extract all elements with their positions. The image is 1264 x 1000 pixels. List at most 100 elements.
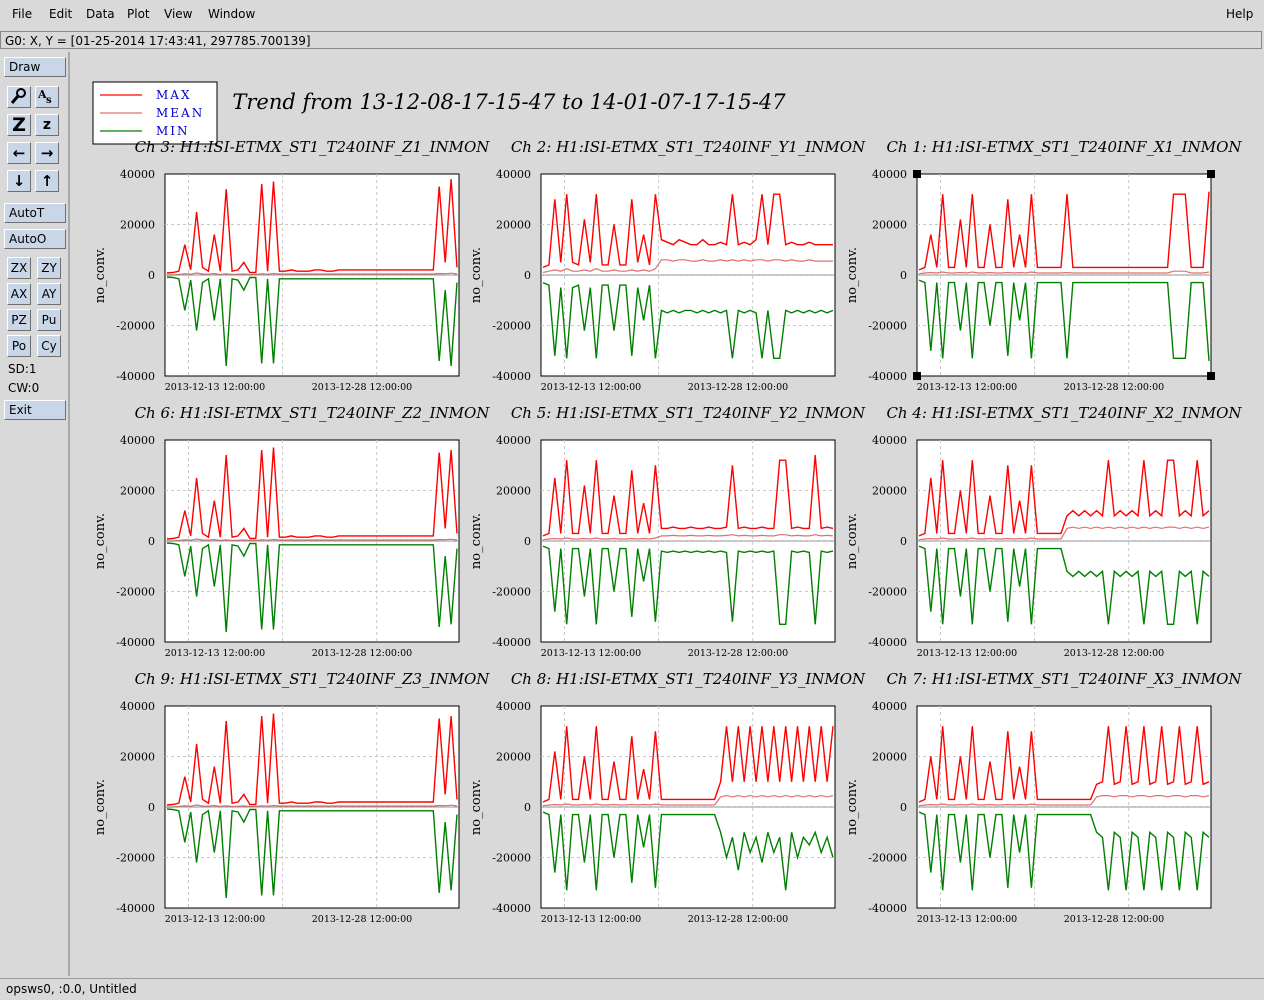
y-tick-label: -40000 xyxy=(492,370,531,383)
cursor-readout: G0: X, Y = [01-25-2014 17:43:41, 297785.… xyxy=(0,31,1262,49)
panel-title: Ch 8: H1:ISI-ETMX_ST1_T240INF_Y3_INMON xyxy=(511,670,866,688)
y-tick-label: 0 xyxy=(524,801,531,814)
legend-label-min: MIN xyxy=(156,124,190,138)
menu-help[interactable]: Help xyxy=(1226,7,1254,21)
series-min xyxy=(542,281,834,359)
arrow-right-icon: → xyxy=(40,144,54,162)
menu-edit[interactable]: Edit xyxy=(49,7,73,21)
pz-button[interactable]: PZ xyxy=(7,309,31,331)
svg-text:A: A xyxy=(37,88,47,101)
y-tick-label: 20000 xyxy=(872,485,907,498)
y-axis-label: no_conv. xyxy=(469,247,484,303)
y-tick-label: -20000 xyxy=(492,852,531,865)
legend-label-max: MAX xyxy=(156,88,192,102)
plot-area: Trend from 13-12-08-17-15-47 to 14-01-07… xyxy=(72,52,1260,976)
selection-handle xyxy=(1207,372,1215,380)
draw-button[interactable]: Draw xyxy=(4,57,66,77)
panel-2: Ch 6: H1:ISI-ETMX_ST1_T240INF_Z2_INMON 40… xyxy=(93,404,490,659)
panel-1: Ch 3: H1:ISI-ETMX_ST1_T240INF_Z1_INMON 40… xyxy=(93,138,490,393)
y-tick-label: -20000 xyxy=(492,586,531,599)
y-tick-label: 0 xyxy=(148,535,155,548)
series-max xyxy=(542,455,834,537)
y-tick-label: -40000 xyxy=(492,902,531,915)
selection-handle xyxy=(913,170,921,178)
y-axis-label: no_conv. xyxy=(93,247,108,303)
panel-title: Ch 7: H1:ISI-ETMX_ST1_T240INF_X3_INMON xyxy=(886,670,1242,688)
menu-file[interactable]: File xyxy=(12,7,33,21)
y-tick-label: 20000 xyxy=(120,219,155,232)
menu-data[interactable]: Data xyxy=(86,7,115,21)
panel-5: Ch 5: H1:ISI-ETMX_ST1_T240INF_Y2_INMON 40… xyxy=(469,404,866,659)
y-tick-label: 0 xyxy=(148,269,155,282)
y-tick-label: 0 xyxy=(900,801,907,814)
y-tick-label: 40000 xyxy=(496,168,531,181)
pan-up-button[interactable]: ↑ xyxy=(35,170,59,192)
x-tick-label: 2013-12-28 12:00:00 xyxy=(688,914,788,925)
panel-4: Ch 2: H1:ISI-ETMX_ST1_T240INF_Y1_INMON 40… xyxy=(469,138,866,393)
arrow-up-icon: ↑ xyxy=(40,172,54,190)
zy-button[interactable]: ZY xyxy=(37,257,61,279)
menu-plot[interactable]: Plot xyxy=(127,7,150,21)
panel-title: Ch 1: H1:ISI-ETMX_ST1_T240INF_X1_INMON xyxy=(886,138,1242,156)
series-mean xyxy=(542,534,834,541)
series-min xyxy=(166,542,458,632)
y-tick-label: -20000 xyxy=(116,320,155,333)
y-tick-label: -20000 xyxy=(868,320,907,333)
zx-button[interactable]: ZX xyxy=(7,257,31,279)
y-tick-label: 20000 xyxy=(120,751,155,764)
magnifier-icon xyxy=(10,88,26,104)
series-mean xyxy=(167,804,458,808)
series-max xyxy=(166,713,458,806)
x-tick-label: 2013-12-28 12:00:00 xyxy=(688,382,788,393)
ax-button[interactable]: AX xyxy=(7,283,31,305)
panel-6: Ch 8: H1:ISI-ETMX_ST1_T240INF_Y3_INMON 40… xyxy=(469,670,866,925)
y-tick-label: 20000 xyxy=(120,485,155,498)
y-tick-label: 20000 xyxy=(496,751,531,764)
pan-down-button[interactable]: ↓ xyxy=(7,170,31,192)
panel-title: Ch 5: H1:ISI-ETMX_ST1_T240INF_Y2_INMON xyxy=(511,404,866,422)
y-tick-label: 40000 xyxy=(872,434,907,447)
series-mean xyxy=(918,526,1210,541)
series-max xyxy=(542,726,834,803)
y-tick-label: 40000 xyxy=(496,700,531,713)
y-tick-label: 40000 xyxy=(872,168,907,181)
ay-button[interactable]: AY xyxy=(37,283,61,305)
arrow-left-icon: ← xyxy=(12,144,26,162)
zoom-out-button[interactable]: z xyxy=(35,114,59,136)
series-max xyxy=(918,726,1210,803)
autoo-button[interactable]: AutoO xyxy=(4,229,66,249)
menu-view[interactable]: View xyxy=(164,7,193,21)
pan-left-button[interactable]: ← xyxy=(7,142,31,164)
menu-window[interactable]: Window xyxy=(208,7,256,21)
y-tick-label: 40000 xyxy=(120,168,155,181)
x-tick-label: 2013-12-13 12:00:00 xyxy=(165,648,265,659)
series-min xyxy=(918,545,1210,625)
x-tick-label: 2013-12-28 12:00:00 xyxy=(312,382,412,393)
svg-text:s: s xyxy=(46,95,52,105)
x-tick-label: 2013-12-13 12:00:00 xyxy=(917,382,1017,393)
y-tick-label: 20000 xyxy=(496,219,531,232)
series-max xyxy=(918,459,1210,537)
series-mean xyxy=(918,270,1210,275)
x-tick-label: 2013-12-28 12:00:00 xyxy=(1064,648,1164,659)
cy-button[interactable]: Cy xyxy=(37,335,61,357)
y-tick-label: 20000 xyxy=(872,219,907,232)
trend-chart[interactable]: Trend from 13-12-08-17-15-47 to 14-01-07… xyxy=(72,52,1260,976)
pu-button[interactable]: Pu xyxy=(37,309,61,331)
chart-title: Trend from 13-12-08-17-15-47 to 14-01-07… xyxy=(232,90,786,114)
po-button[interactable]: Po xyxy=(7,335,31,357)
zoom-in-button[interactable]: Z xyxy=(7,114,31,136)
small-z-icon: z xyxy=(42,117,52,133)
y-tick-label: 40000 xyxy=(120,434,155,447)
zoom-tool-button[interactable] xyxy=(7,86,31,108)
series-max xyxy=(918,191,1210,271)
y-tick-label: 0 xyxy=(524,535,531,548)
exit-button[interactable]: Exit xyxy=(4,400,66,420)
y-tick-label: -40000 xyxy=(868,636,907,649)
window-footer: opsws0, :0.0, Untitled xyxy=(0,978,1264,1000)
pan-right-button[interactable]: → xyxy=(35,142,59,164)
autot-button[interactable]: AutoT xyxy=(4,203,66,223)
y-axis-label: no_conv. xyxy=(469,779,484,835)
